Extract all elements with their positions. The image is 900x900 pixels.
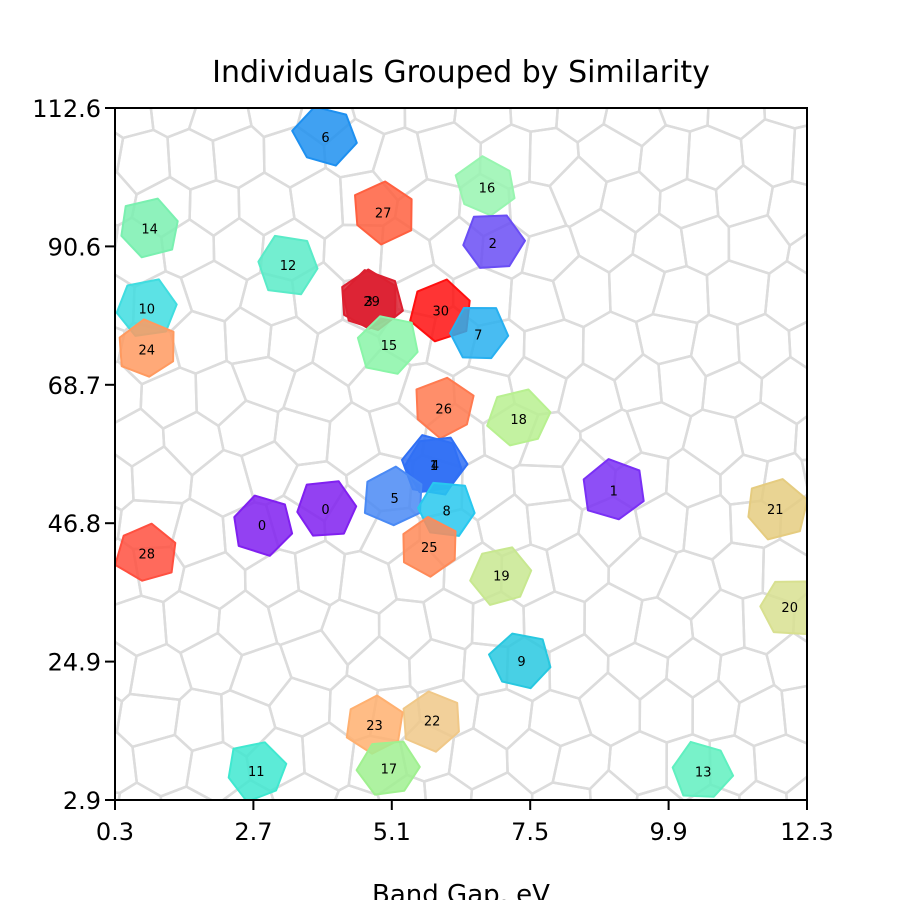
x-tick-label: 12.3: [780, 818, 833, 846]
y-tick-label: 90.6: [48, 233, 101, 261]
cell-label: 29: [363, 295, 380, 310]
cell-label: 27: [375, 207, 392, 222]
y-tick-label: 68.7: [48, 372, 101, 400]
ticks-layer: 0.3 2.7 5.1 7.5 9.9 12.32.924.946.868.790.611…: [32, 95, 833, 846]
cell-1: [582, 458, 645, 521]
cell-label: 23: [366, 719, 383, 734]
cell-label: 5: [391, 492, 399, 507]
cell-label: 18: [510, 413, 527, 428]
voronoi-cell: [787, 320, 807, 370]
cell-label: 8: [442, 504, 450, 519]
x-tick-label: 9.9: [650, 818, 688, 846]
cell-label: 13: [695, 766, 712, 781]
cell-label: 15: [381, 339, 398, 354]
cell-label: 10: [138, 303, 155, 318]
cell-label: 2: [489, 237, 497, 252]
cell-label: 16: [479, 181, 496, 196]
cell-13: [671, 740, 735, 798]
y-tick-label: 24.9: [48, 649, 101, 677]
x-axis-label: Band Gap, eV: [372, 880, 550, 900]
cell-11: [227, 741, 288, 800]
cell-label: 26: [435, 402, 452, 417]
cells-layer: [115, 108, 807, 800]
voronoi-cell: [785, 775, 807, 800]
cell-label: 28: [138, 547, 155, 562]
cell-label: 7: [474, 328, 482, 343]
cell-12: [257, 234, 319, 296]
cell-label: 1: [610, 484, 618, 499]
cell-24: [118, 318, 175, 378]
cell-label: 6: [321, 131, 329, 146]
y-tick-label: 112.6: [32, 95, 101, 123]
cell-label: 25: [421, 541, 438, 556]
voronoi-cell: [422, 772, 474, 800]
cell-label: 30: [433, 304, 450, 319]
voronoi-cell: [780, 684, 807, 745]
voronoi-cell: [785, 232, 807, 276]
y-tick-label: 2.9: [63, 787, 101, 815]
cell-label: 4: [431, 459, 439, 474]
cell-9: [488, 632, 552, 690]
cell-label: 0: [321, 503, 329, 518]
cell-label: 3: [365, 295, 373, 310]
cell-21: [747, 478, 807, 541]
voronoi-cell: [588, 768, 639, 800]
voronoi-cell: [800, 458, 807, 492]
cell-label: 14: [141, 222, 158, 237]
cell-2: [462, 214, 526, 269]
voronoi-cell: [269, 771, 341, 800]
cell-27: [354, 180, 413, 246]
cell-25: [402, 516, 457, 578]
cell-19: [469, 546, 533, 606]
cell-label: 11: [248, 765, 265, 780]
x-tick-label: 0.3: [96, 818, 134, 846]
cell-label: 21: [767, 503, 784, 518]
cell-label: 20: [781, 601, 798, 616]
cell-label: 22: [424, 715, 441, 730]
cell-label: 9: [517, 655, 525, 670]
cell-15: [356, 315, 419, 375]
cell-14: [120, 197, 179, 259]
y-tick-label: 46.8: [48, 510, 101, 538]
voronoi-cell: [790, 124, 807, 187]
cell-label: 12: [280, 259, 297, 274]
cell-label: 0: [258, 519, 266, 534]
cell-17: [355, 740, 421, 796]
cell-label: 24: [138, 344, 155, 359]
cell-3: [341, 268, 397, 330]
chart-title: Individuals Grouped by Similarity: [212, 55, 710, 90]
voronoi-cell: [738, 779, 789, 800]
cell-6: [291, 108, 358, 167]
cell-label: 19: [493, 569, 510, 584]
cell-0: [296, 480, 358, 537]
x-tick-label: 7.5: [511, 818, 549, 846]
cell-0: [233, 494, 294, 557]
cell-label: 1: [430, 459, 438, 474]
cell-label: 17: [381, 762, 398, 777]
cell-22: [402, 690, 460, 753]
voronoi-cell: [469, 771, 534, 800]
cell-18: [486, 388, 552, 447]
cell-7: [449, 307, 510, 360]
voronoi-cell: [635, 785, 685, 800]
cell-5: [363, 465, 423, 527]
plot-frame: [114, 107, 808, 801]
x-tick-label: 5.1: [373, 818, 411, 846]
voronoi-cell: [159, 785, 214, 800]
voronoi-cell: [117, 781, 163, 800]
x-tick-label: 2.7: [234, 818, 272, 846]
voronoi-cell: [530, 781, 592, 800]
